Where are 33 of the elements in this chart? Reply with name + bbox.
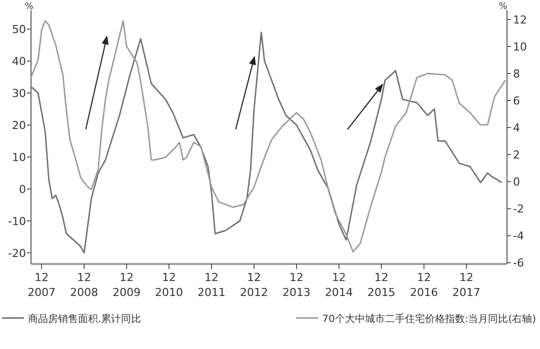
x-tick-label: 12 2012 (240, 271, 268, 299)
y2-tick-label: -4 (513, 230, 524, 243)
y-tick-label: 30 (12, 87, 26, 100)
y2-axis-title: % (498, 2, 508, 12)
x-tick-label: 12 2009 (112, 271, 141, 299)
y2-tick-label: 12 (513, 13, 527, 26)
x-tick-label: 12 2007 (28, 271, 56, 299)
y2-tick-label: 6 (513, 94, 520, 108)
x-tick-label: 12 2015 (367, 271, 396, 299)
y-tick-label: 0 (19, 182, 26, 196)
x-tick-label: 12 2016 (410, 271, 438, 299)
y-tick-label: 50 (12, 23, 26, 36)
y2-tick-label: 4 (513, 122, 520, 135)
y2-tick-label: -2 (513, 202, 524, 216)
y-tick-label: -20 (8, 246, 26, 260)
y2-tick-label: 10 (513, 40, 527, 54)
y2-tick-label: 2 (513, 148, 520, 162)
y2-tick-label: 0 (513, 176, 520, 189)
x-tick-label: 12 2017 (452, 271, 480, 299)
y-axis-title: % (24, 2, 34, 12)
y-tick-label: 40 (12, 55, 26, 68)
x-tick-label: 12 2014 (324, 271, 353, 299)
y2-tick-label: -6 (513, 256, 524, 270)
x-tick-label: 12 2010 (155, 271, 184, 299)
y-tick-label: 10 (12, 150, 26, 164)
legend-label: 70个大中城市二手住宅价格指数:当月同比(右轴) (322, 313, 536, 325)
y-tick-label: 20 (12, 119, 26, 132)
y-tick-label: -10 (8, 214, 26, 228)
x-tick-label: 12 2008 (70, 271, 98, 299)
y2-tick-label: 8 (513, 68, 520, 80)
x-tick-label: 12 2011 (197, 271, 226, 299)
legend-label: 商品房销售面积.累计同比 (28, 313, 142, 325)
x-tick-label: 12 2013 (282, 271, 311, 299)
